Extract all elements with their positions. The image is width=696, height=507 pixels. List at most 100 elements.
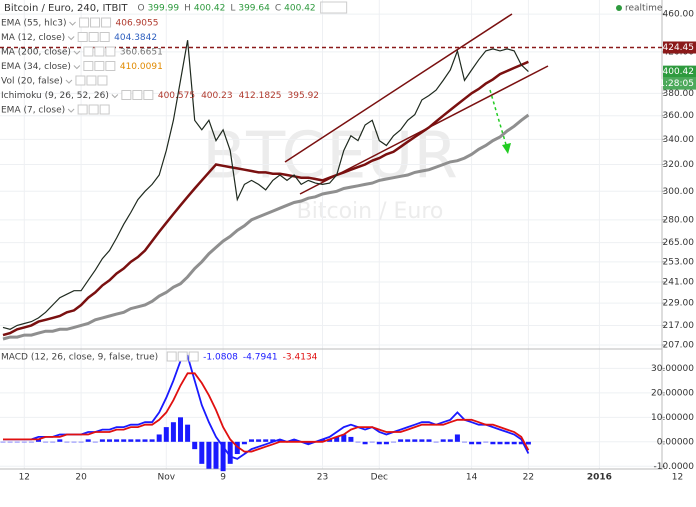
histogram-bar [305, 441, 311, 445]
histogram-bar [270, 439, 276, 442]
study-name: Ichimoku (9, 26, 52, 26) [1, 91, 109, 101]
channel-line [284, 13, 513, 163]
ohlc-label: L [230, 4, 235, 14]
study-caret [67, 36, 75, 41]
histogram-bar [327, 439, 333, 442]
histogram-bar [504, 441, 510, 445]
countdown: 1:28:05 [659, 79, 694, 89]
histogram-bar [376, 441, 382, 445]
histogram-bar [114, 439, 120, 442]
study-name: MACD (12, 26, close, 9, false, true) [1, 353, 158, 363]
study-button [83, 61, 94, 71]
histogram-bar [99, 439, 105, 442]
ohlc-value: 400.42 [284, 4, 316, 14]
x-tick-label: 23 [317, 473, 328, 483]
histogram-bar [163, 427, 169, 442]
histogram-bar [454, 434, 460, 442]
study-button [79, 17, 90, 28]
study-caret [73, 50, 81, 55]
y-tick-label: 30.00000 [651, 364, 694, 374]
legend: Bitcoin / Euro, 240, ITBIT realtime O 399… [1, 1, 663, 363]
histogram-bar [440, 439, 446, 442]
study-button [188, 351, 199, 362]
histogram-bar [234, 441, 240, 455]
y-tick-label: 300.00 [663, 187, 695, 197]
study-caret [69, 21, 76, 26]
study-name: EMA (34, close) [1, 62, 71, 72]
ohlc-value: 400.42 [194, 4, 226, 14]
histogram-bar [213, 441, 219, 469]
histogram-bar [447, 439, 453, 442]
histogram-bar [462, 441, 467, 443]
histogram-bar [391, 441, 396, 443]
study-button [88, 104, 99, 115]
study-button [99, 104, 110, 115]
y-tick-label: 265.00 [663, 238, 695, 248]
arrow-head [502, 143, 511, 154]
histogram-bar [92, 441, 98, 443]
histogram-bar [433, 441, 439, 443]
histogram-bar [71, 441, 77, 443]
study-value: 400.575 [158, 91, 195, 101]
histogram-bar [412, 439, 418, 442]
histogram-bar [50, 441, 56, 443]
histogram-bar [419, 439, 425, 442]
histogram-bar [0, 441, 6, 443]
study-name: MA (12, close) [1, 33, 65, 43]
x-tick-label: Dec [371, 473, 388, 483]
macd-line [3, 354, 530, 460]
histogram-bar [291, 439, 297, 442]
price-line [2, 60, 529, 337]
study-value: 410.0091 [120, 62, 163, 72]
study-value: 412.1825 [239, 91, 282, 101]
study-button [94, 61, 105, 71]
price-tag [663, 41, 696, 54]
histogram-bar [525, 441, 531, 445]
histogram-bar [490, 441, 496, 445]
price-tag [663, 65, 696, 78]
study-button [86, 75, 97, 86]
histogram-bar [398, 439, 404, 442]
study-button [166, 351, 177, 362]
histogram-bar [518, 441, 524, 445]
histogram-bar [362, 441, 368, 445]
x-tick-label: 2016 [587, 473, 612, 483]
histogram-bar [128, 439, 134, 442]
study-value: 400.23 [201, 91, 233, 101]
histogram-bar [341, 434, 347, 442]
ohlc-label: O [137, 4, 144, 14]
x-tick-label: 9 [220, 473, 226, 483]
macd-value: -3.4134 [283, 353, 318, 363]
x-tick-label: 12 [19, 473, 30, 483]
x-tick-label: 14 [466, 473, 478, 483]
histogram-bar [227, 441, 233, 464]
histogram-bar [121, 439, 127, 442]
ohlc-value: 399.99 [148, 4, 180, 14]
study-name: MA (200, close) [1, 48, 71, 58]
study-button [121, 90, 132, 100]
study-button [88, 32, 99, 42]
histogram-bar [469, 441, 475, 445]
histogram-bar [21, 441, 27, 443]
y-tick-label: 380.00 [663, 89, 695, 99]
y-tick-label: 217.00 [663, 321, 695, 331]
histogram-bar [149, 439, 155, 442]
study-caret [111, 94, 119, 99]
histogram-bar [7, 441, 13, 443]
y-tick-label: 360.00 [663, 111, 695, 121]
histogram-bar [476, 441, 482, 445]
histogram-bar [241, 441, 247, 445]
y-tick-label: 0.00000 [657, 437, 694, 447]
y-tick-label: 207.00 [663, 340, 695, 350]
study-value: 395.92 [288, 91, 320, 101]
y-tick-label: 229.00 [663, 299, 695, 309]
histogram-bar [85, 439, 91, 442]
study-caret [73, 65, 81, 70]
y-tick-label: 20.00000 [651, 388, 694, 398]
histogram-bar [199, 441, 205, 464]
study-button [77, 104, 88, 115]
histogram-bar [192, 441, 198, 450]
marks [0, 40, 662, 472]
study-name: Vol (20, false) [1, 77, 63, 87]
